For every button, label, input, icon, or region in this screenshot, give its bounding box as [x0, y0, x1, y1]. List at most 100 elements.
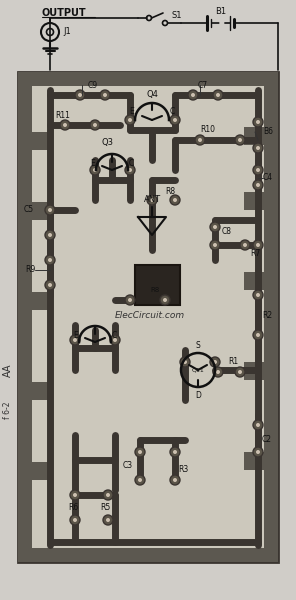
Text: C5: C5 [24, 205, 34, 214]
Circle shape [216, 370, 220, 374]
Circle shape [48, 283, 52, 287]
Text: C2: C2 [262, 436, 272, 445]
Circle shape [253, 165, 263, 175]
Text: R2: R2 [262, 311, 272, 319]
Text: E: E [74, 331, 78, 340]
Bar [264, 72, 278, 562]
Circle shape [170, 195, 180, 205]
Circle shape [238, 370, 242, 374]
Circle shape [113, 338, 117, 342]
Text: C9: C9 [88, 80, 98, 89]
Text: R7: R7 [250, 248, 260, 257]
Circle shape [70, 515, 80, 525]
Circle shape [93, 168, 97, 172]
Bar [32, 292, 52, 310]
Circle shape [103, 490, 113, 500]
Circle shape [235, 367, 245, 377]
Bar [244, 192, 264, 210]
Circle shape [253, 420, 263, 430]
Text: ElecCircuit.com: ElecCircuit.com [115, 311, 185, 319]
Circle shape [138, 478, 142, 482]
Circle shape [45, 205, 55, 215]
Circle shape [253, 117, 263, 127]
Text: E: E [91, 158, 95, 167]
Circle shape [256, 146, 260, 150]
Circle shape [106, 518, 110, 522]
Circle shape [70, 490, 80, 500]
Text: B6: B6 [263, 127, 273, 136]
Text: S1: S1 [171, 11, 181, 20]
Text: R8: R8 [150, 287, 159, 293]
Text: C7: C7 [198, 80, 208, 89]
Text: C: C [128, 158, 133, 167]
Circle shape [110, 335, 120, 345]
Circle shape [240, 240, 250, 250]
Circle shape [48, 208, 52, 212]
Text: B1: B1 [215, 7, 226, 16]
Text: R10: R10 [200, 125, 215, 134]
Circle shape [147, 195, 157, 205]
Circle shape [106, 493, 110, 497]
Circle shape [180, 357, 190, 367]
Circle shape [183, 360, 187, 364]
Text: R9: R9 [25, 265, 35, 275]
Circle shape [170, 475, 180, 485]
Text: S: S [196, 340, 200, 349]
Circle shape [63, 123, 67, 127]
Circle shape [173, 118, 177, 122]
Bar [18, 72, 32, 562]
Circle shape [253, 330, 263, 340]
Circle shape [163, 298, 167, 302]
Text: R1: R1 [228, 358, 238, 367]
Circle shape [173, 198, 177, 202]
Circle shape [213, 243, 217, 247]
Text: D: D [195, 391, 201, 400]
Circle shape [213, 367, 223, 377]
Circle shape [238, 138, 242, 142]
Circle shape [125, 295, 135, 305]
Circle shape [256, 183, 260, 187]
Circle shape [103, 515, 113, 525]
Circle shape [188, 90, 198, 100]
Circle shape [78, 93, 82, 97]
Circle shape [195, 135, 205, 145]
Circle shape [73, 518, 77, 522]
Text: ANT: ANT [144, 196, 160, 205]
Circle shape [256, 450, 260, 454]
Text: Q4: Q4 [146, 91, 158, 100]
Text: C4: C4 [263, 173, 273, 182]
Text: E: E [130, 107, 134, 116]
Circle shape [213, 225, 217, 229]
Circle shape [256, 168, 260, 172]
Circle shape [213, 360, 217, 364]
Bar [32, 202, 52, 220]
Circle shape [73, 338, 77, 342]
Bar [32, 72, 264, 86]
Circle shape [135, 475, 145, 485]
Text: R11: R11 [55, 112, 70, 121]
Bar [244, 362, 264, 380]
Text: C8: C8 [222, 227, 232, 236]
Text: J1: J1 [63, 26, 71, 35]
Circle shape [210, 222, 220, 232]
Text: C3: C3 [123, 461, 133, 469]
Bar [244, 127, 264, 145]
Circle shape [90, 120, 100, 130]
Circle shape [45, 280, 55, 290]
Bar [32, 462, 52, 480]
Circle shape [210, 240, 220, 250]
Text: Q11: Q11 [192, 367, 204, 373]
Text: Q3: Q3 [101, 137, 113, 146]
Circle shape [253, 143, 263, 153]
Bar [244, 272, 264, 290]
Circle shape [256, 293, 260, 297]
Bar [32, 548, 264, 562]
Text: OUTPUT: OUTPUT [42, 8, 87, 18]
Circle shape [135, 447, 145, 457]
Circle shape [253, 290, 263, 300]
Circle shape [253, 180, 263, 190]
Circle shape [93, 123, 97, 127]
Circle shape [128, 118, 132, 122]
Circle shape [48, 233, 52, 237]
Text: AA: AA [3, 363, 13, 377]
